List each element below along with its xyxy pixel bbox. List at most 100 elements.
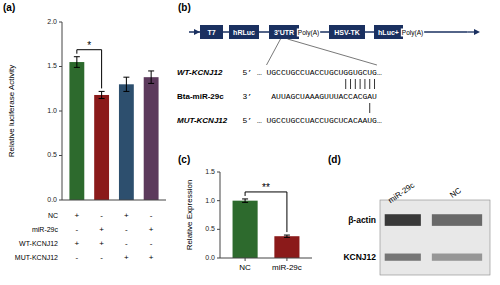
y-tick [59,155,62,156]
sequence: 5’ … UGCCUGCCUACCUGCUCACAAUG… [243,116,382,125]
marks [69,57,158,200]
table-cell: + [149,225,154,234]
blot-band [385,214,421,226]
table-cell: - [76,225,79,234]
table-cell: + [99,239,104,248]
sequence-label: WT-KCNJ12 [177,68,223,77]
table-cell: - [100,211,103,220]
y-tick-label: 2.0 [47,18,57,25]
sequence: 5’ … UGCCUGCCUACCUGCUGGUGCUG… [243,68,382,77]
y-label: Relative luciferase Activity [7,65,16,157]
bar [233,201,258,258]
bar [274,236,299,258]
table-row-label: MUT-KCNJ12 [15,254,58,261]
table-cell: - [100,253,103,262]
significance-bracket [77,50,102,89]
error-line [101,91,102,98]
table-cell: - [150,239,153,248]
pairing-tick [350,79,351,89]
bar [144,77,159,200]
error-bar [148,71,154,83]
bar [119,84,134,200]
marks [233,199,300,258]
box-label: 3’UTR [274,29,294,36]
backbone [468,31,476,32]
significance-label: ** [262,182,270,193]
y-tick [59,111,62,112]
table-cell: - [125,225,128,234]
table-row-label: NC [48,212,58,219]
y-tick [217,172,220,173]
x-axis [62,200,166,201]
error-bar [284,235,290,237]
bar [69,62,84,200]
bar-panel: (a)0.00.51.01.52.0Relative luciferase Ac… [3,2,166,262]
error-line [126,77,127,91]
construct-box [200,25,223,39]
figure: (a) 0.0 0.5 1.0 1.5 2.0 Relative luciferase Ac… [0,0,500,285]
arrow-head [194,29,200,35]
construct-panel: (b)T7hRLuc3’UTRPoly(A)HSV-TKhLuc+Poly(A)… [177,2,480,125]
arrow-head [474,29,480,35]
y-tick-label: 0.0 [205,254,215,261]
construct-box [329,25,365,39]
y-axis [220,172,221,258]
significance-label: * [87,40,91,51]
y-tick [217,258,220,259]
lane-label: miR-29c [387,181,417,205]
error-bar [74,57,80,68]
x-axis [220,258,312,259]
box-label: T7 [207,29,215,36]
error-cap [148,70,154,71]
table-cell: + [75,211,80,220]
connector [288,39,377,65]
y-tick [217,229,220,230]
error-cap [123,91,129,92]
sequence-label: MUT-KCNJ12 [177,116,228,125]
pairing-tick [355,79,356,89]
panel-label: (a) [3,2,15,13]
significance-bracket [245,192,287,232]
sequence-label: Bta-miR-29c [177,92,224,101]
table-cell: + [124,253,129,262]
panel-label: (b) [178,2,191,13]
y-tick [59,200,62,201]
box-label: hRLuc [233,29,255,36]
panel-label: (d) [328,154,341,165]
polya-label: Poly(A) [402,29,423,37]
error-cap [242,198,248,199]
error-line [245,199,246,202]
error-cap [148,83,154,84]
y-tick-label: 1.0 [205,197,215,204]
polya-label: Poly(A) [298,29,319,37]
y-tick-label: 1.5 [205,168,215,175]
table-row-label: miR-29c [32,226,59,233]
error-cap [123,77,129,78]
pairing-tick [360,79,361,89]
error-cap [242,202,248,203]
box-label: HSV-TK [334,29,360,36]
blot-band [432,214,482,226]
error-line [151,71,152,83]
y-tick-label: 0.5 [47,151,57,158]
bar-panel: (c)0.00.51.01.5Relative ExpressionNCmiR-… [178,154,312,272]
y-label: Relative Expression [185,180,194,251]
label-background [297,29,320,37]
y-tick-label: 1.0 [47,107,57,114]
y-tick [59,66,62,67]
y-tick-label: 1.5 [47,62,57,69]
table-cell: + [124,211,129,220]
table-cell: - [150,211,153,220]
box-label: hLuc+ [378,29,399,36]
blot-band [432,254,482,261]
x-tick-label: NC [239,263,251,272]
pairing-tick [345,79,346,89]
error-cap [284,237,290,238]
band-label: KCNJ12 [343,252,376,262]
pairing-tick [369,79,370,89]
y-tick [59,22,62,23]
construct-box [229,25,259,39]
table-cell: + [75,239,80,248]
panel-label: (c) [178,154,190,165]
pairing-tick [374,79,375,89]
